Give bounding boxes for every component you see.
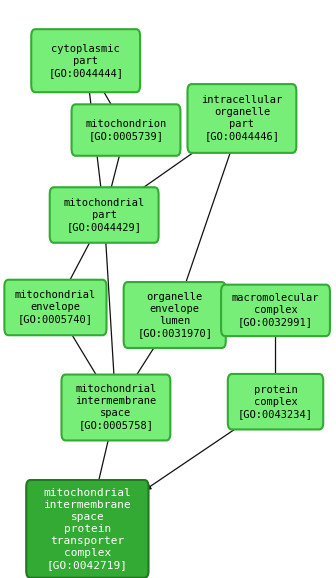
Text: mitochondrial
intermembrane
space
protein
transporter
complex
[GO:0042719]: mitochondrial intermembrane space protei…: [43, 488, 131, 570]
FancyBboxPatch shape: [31, 29, 140, 92]
FancyBboxPatch shape: [228, 374, 323, 429]
Text: intracellular
organelle
part
[GO:0044446]: intracellular organelle part [GO:0044446…: [201, 95, 283, 142]
Text: mitochondrial
intermembrane
space
[GO:0005758]: mitochondrial intermembrane space [GO:00…: [75, 384, 157, 431]
FancyBboxPatch shape: [221, 285, 330, 336]
Text: mitochondrion
[GO:0005739]: mitochondrion [GO:0005739]: [85, 119, 167, 141]
Text: macromolecular
complex
[GO:0032991]: macromolecular complex [GO:0032991]: [232, 294, 319, 327]
FancyBboxPatch shape: [187, 84, 296, 153]
Text: protein
complex
[GO:0043234]: protein complex [GO:0043234]: [238, 385, 313, 418]
Text: mitochondrial
envelope
[GO:0005740]: mitochondrial envelope [GO:0005740]: [15, 291, 96, 324]
FancyBboxPatch shape: [4, 280, 107, 335]
FancyBboxPatch shape: [61, 375, 170, 440]
Text: cytoplasmic
part
[GO:0044444]: cytoplasmic part [GO:0044444]: [48, 44, 123, 77]
FancyBboxPatch shape: [72, 104, 180, 155]
Text: organelle
envelope
lumen
[GO:0031970]: organelle envelope lumen [GO:0031970]: [137, 292, 212, 338]
FancyBboxPatch shape: [26, 480, 149, 578]
Text: mitochondrial
part
[GO:0044429]: mitochondrial part [GO:0044429]: [64, 198, 145, 232]
FancyBboxPatch shape: [50, 187, 159, 243]
FancyBboxPatch shape: [124, 282, 226, 348]
